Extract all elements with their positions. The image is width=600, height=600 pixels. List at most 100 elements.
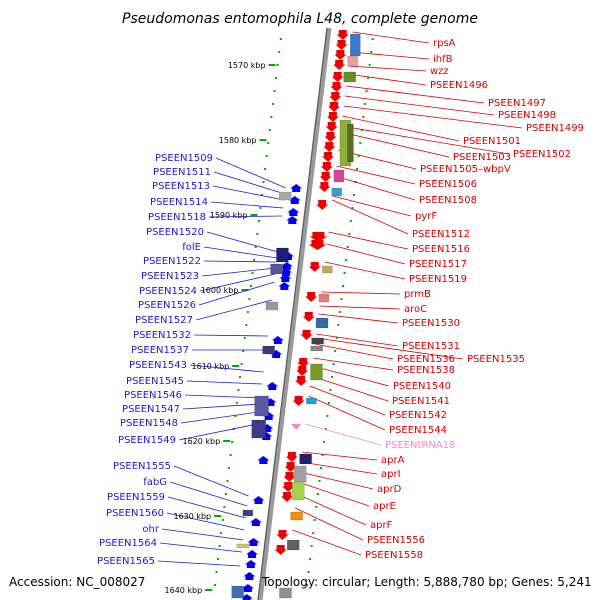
gene-block xyxy=(262,345,275,355)
trna-marker xyxy=(291,424,302,430)
gene-label-pseentrna18: PSEENtRNA18 xyxy=(385,440,455,451)
leader-line xyxy=(348,65,427,72)
scale-dot xyxy=(362,116,365,118)
reverse-gene-arrow xyxy=(278,282,291,290)
leader-line xyxy=(206,231,279,253)
gene-block xyxy=(347,55,358,67)
gene-label-fole: folE xyxy=(182,242,201,253)
forward-gene-arrow xyxy=(308,262,321,272)
gene-block xyxy=(265,301,279,311)
forward-gene-arrow xyxy=(331,72,344,82)
leader-line xyxy=(299,471,374,490)
gene-block xyxy=(299,453,312,465)
gene-label-pseen1548: PSEEN1548 xyxy=(120,418,178,429)
forward-gene-arrow xyxy=(281,492,294,502)
leader-line xyxy=(201,267,277,277)
scale-dot xyxy=(264,168,267,170)
gene-label-pseen1545: PSEEN1545 xyxy=(126,376,184,387)
gene-label-pseen1564: PSEEN1564 xyxy=(99,538,157,549)
gene-label-apre: aprE xyxy=(373,501,396,512)
forward-gene-arrow xyxy=(325,122,338,132)
scale-dot xyxy=(349,220,352,222)
gene-label-pseen1513: PSEEN1513 xyxy=(152,181,210,192)
leader-line xyxy=(332,199,409,235)
gene-label-pseen1496: PSEEN1496 xyxy=(430,80,488,91)
gene-label-wzz: wzz xyxy=(430,66,449,77)
reverse-gene-arrow xyxy=(287,208,300,216)
forward-gene-arrow xyxy=(292,396,305,406)
gene-label-pseen1531: PSEEN1531 xyxy=(402,341,460,352)
scale-dot xyxy=(256,233,259,235)
leader-line xyxy=(310,375,389,402)
scale-dot xyxy=(223,506,226,508)
gene-block xyxy=(293,465,307,483)
gene-label-prmb: prmB xyxy=(404,289,431,300)
gene-label-pseen1519: PSEEN1519 xyxy=(409,274,467,285)
gene-label-pseen1502: PSEEN1502 xyxy=(513,149,571,160)
gene-label-apra: aprA xyxy=(381,455,405,466)
gene-block xyxy=(331,187,342,197)
scale-dot xyxy=(221,519,224,521)
gene-block xyxy=(287,539,300,551)
scale-dot xyxy=(352,194,355,196)
gene-label-pseen1556: PSEEN1556 xyxy=(367,535,425,546)
leader-line xyxy=(292,529,362,556)
leader-line xyxy=(301,451,378,461)
gene-label-pseen1511: PSEEN1511 xyxy=(153,167,211,178)
tick-label: 1590 kbp xyxy=(210,211,248,220)
leader-line xyxy=(305,423,382,446)
forward-gene-arrow xyxy=(285,452,298,462)
gene-label-pseen1520: PSEEN1520 xyxy=(146,227,204,238)
forward-gene-arrow xyxy=(297,358,310,368)
gene-label-pseen1514: PSEEN1514 xyxy=(150,197,208,208)
gene-features xyxy=(231,30,361,600)
scale-dot xyxy=(215,571,218,573)
leader-line xyxy=(173,465,249,497)
reverse-gene-arrow xyxy=(279,274,292,282)
gene-label-pseen1506: PSEEN1506 xyxy=(419,179,477,190)
leader-line xyxy=(199,273,276,292)
gene-block xyxy=(318,293,330,303)
scale-dot xyxy=(234,415,237,417)
scale-dot xyxy=(321,454,324,456)
gene-block xyxy=(279,587,292,599)
gene-label-pseen1530: PSEEN1530 xyxy=(402,318,460,329)
gene-block xyxy=(251,419,266,439)
forward-gene-arrow xyxy=(335,40,348,50)
scale-dot xyxy=(226,480,229,482)
scale-dot xyxy=(260,194,263,196)
scale-dot xyxy=(257,220,260,222)
gene-label-pseen1527: PSEEN1527 xyxy=(135,315,193,326)
scale-dot xyxy=(348,233,351,235)
gene-block xyxy=(276,247,289,263)
gene-label-pseen1544: PSEEN1544 xyxy=(389,425,447,436)
leader-line xyxy=(208,215,283,218)
leader-line xyxy=(309,385,386,416)
tick-label: 1630 kbp xyxy=(173,512,211,521)
scale-dot xyxy=(324,428,327,430)
leader-line xyxy=(312,365,390,387)
scale-dot xyxy=(259,207,262,209)
leader-line xyxy=(352,31,430,44)
forward-gene-arrow xyxy=(326,112,339,122)
scale-dot xyxy=(345,259,348,261)
forward-gene-arrow xyxy=(274,545,287,555)
tick-label: 1580 kbp xyxy=(219,136,257,145)
leader-line xyxy=(308,395,386,431)
gene-label-pseen1523: PSEEN1523 xyxy=(141,271,199,282)
leader-line xyxy=(166,512,245,531)
scale-dot xyxy=(316,493,319,495)
gene-label-aroc: aroC xyxy=(404,304,427,315)
gene-block xyxy=(236,543,250,549)
gene-label-pseen1516: PSEEN1516 xyxy=(412,244,470,255)
leader-line xyxy=(212,185,285,201)
gene-block xyxy=(350,33,361,57)
gene-label-pseen1560: PSEEN1560 xyxy=(106,508,164,519)
scale-dot xyxy=(265,155,268,157)
forward-gene-arrow xyxy=(309,232,328,242)
leader-line xyxy=(345,85,485,104)
gene-label-pseen1541: PSEEN1541 xyxy=(392,396,450,407)
scale-dot xyxy=(335,337,338,339)
gene-label-pseen1549: PSEEN1549 xyxy=(118,435,176,446)
forward-gene-arrow xyxy=(323,142,336,152)
